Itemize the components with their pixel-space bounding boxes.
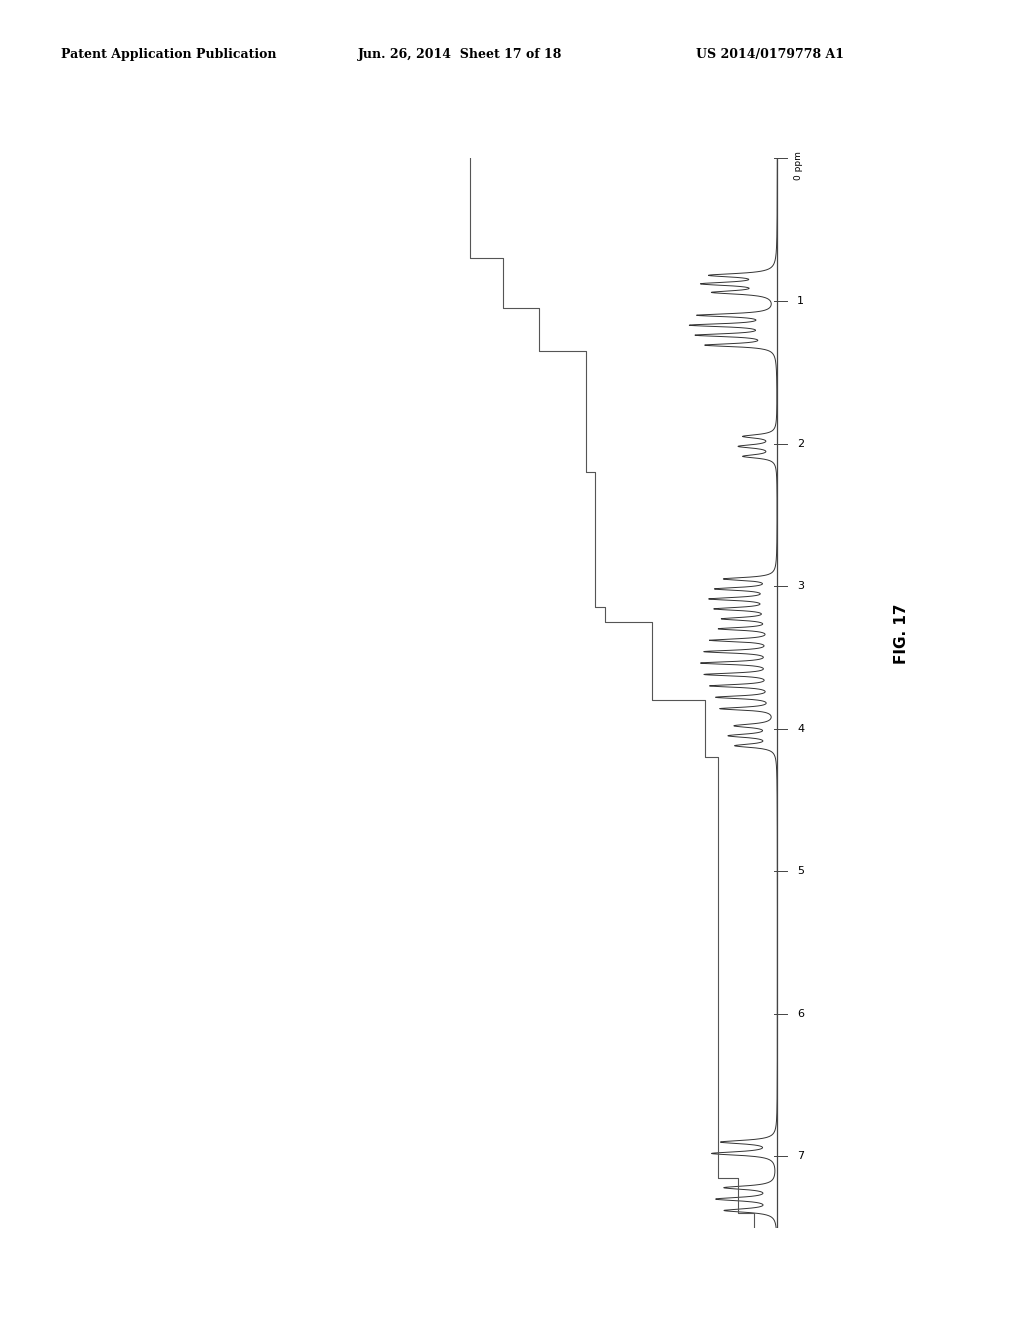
Text: 3: 3 bbox=[798, 581, 804, 591]
Text: 7: 7 bbox=[798, 1151, 805, 1162]
Text: 6: 6 bbox=[798, 1008, 804, 1019]
Text: 5: 5 bbox=[798, 866, 804, 876]
Text: 2: 2 bbox=[798, 438, 805, 449]
Text: FIG. 17: FIG. 17 bbox=[894, 603, 908, 664]
Text: 4: 4 bbox=[798, 723, 805, 734]
Text: 1: 1 bbox=[798, 296, 804, 306]
Text: US 2014/0179778 A1: US 2014/0179778 A1 bbox=[696, 48, 845, 61]
Text: Patent Application Publication: Patent Application Publication bbox=[61, 48, 276, 61]
Text: 0 ppm: 0 ppm bbox=[794, 152, 803, 180]
Text: Jun. 26, 2014  Sheet 17 of 18: Jun. 26, 2014 Sheet 17 of 18 bbox=[358, 48, 563, 61]
